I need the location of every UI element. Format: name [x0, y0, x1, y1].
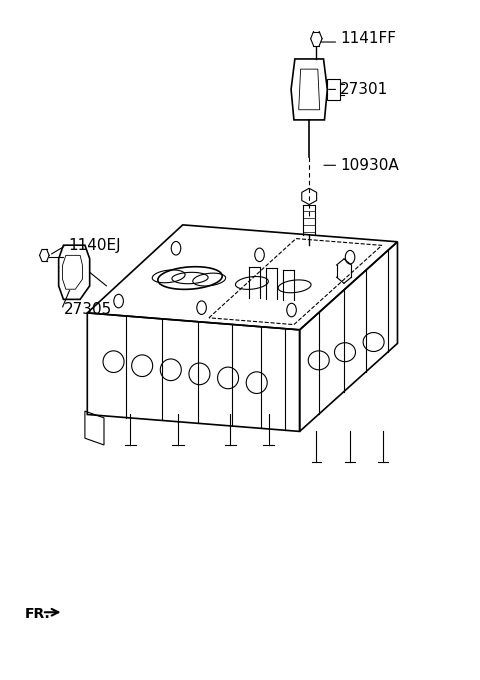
Text: FR.: FR.: [24, 607, 50, 621]
Text: 27305: 27305: [63, 302, 112, 317]
Text: 10930A: 10930A: [340, 158, 399, 173]
Text: 1140EJ: 1140EJ: [68, 238, 121, 253]
Text: 27301: 27301: [340, 82, 388, 97]
Text: 1141FF: 1141FF: [340, 31, 396, 46]
